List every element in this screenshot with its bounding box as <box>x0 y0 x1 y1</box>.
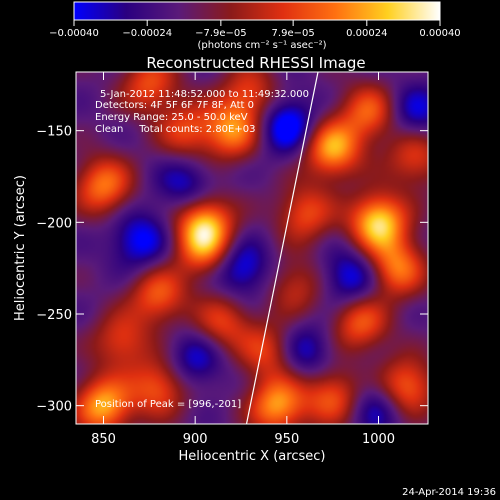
y-tick-label: −300 <box>36 400 72 415</box>
x-tick-label: 850 <box>91 432 116 447</box>
y-tick-label: −150 <box>36 125 72 140</box>
plot-area <box>75 71 429 425</box>
x-axis-tick-labels: 850 900 950 1000 <box>91 432 395 447</box>
colorbar-tick-label: −0.00040 <box>49 28 99 39</box>
colorbar-gradient <box>73 1 441 21</box>
y-axis-tick-labels: −150 −200 −250 −300 <box>36 125 72 415</box>
colorbar-ticks <box>73 20 441 26</box>
colorbar-unit-label: (photons cm⁻² s⁻¹ asec⁻²) <box>197 40 326 51</box>
annotation-time-range: 5-Jan-2012 11:48:52.000 to 11:49:32.000 <box>100 89 309 100</box>
colorbar-tick-label: 0.00024 <box>346 28 387 39</box>
y-axis-ticks <box>76 130 428 407</box>
x-axis-ticks <box>103 72 379 424</box>
colorbar: −0.00040 −0.00024 −7.9e−05 7.9e−05 0.00024 0.… <box>49 1 461 51</box>
colorbar-tick-labels: −0.00040 −0.00024 −7.9e−05 7.9e−05 0.00024 0.… <box>49 28 461 39</box>
annotation-detectors: Detectors: 4F 5F 6F 7F 8F, Att 0 <box>95 100 254 111</box>
x-axis-label: Heliocentric X (arcsec) <box>179 449 326 464</box>
footer-timestamp: 24-Apr-2014 19:36 <box>402 487 496 498</box>
annotation-clean-counts: Clean Total counts: 2.80E+03 <box>95 124 255 135</box>
colorbar-tick-label: 7.9e−05 <box>272 28 315 39</box>
y-tick-label: −250 <box>36 308 72 323</box>
y-tick-label: −200 <box>36 216 72 231</box>
solar-limb-line <box>245 71 319 425</box>
x-tick-label: 1000 <box>362 432 395 447</box>
y-axis-label: Heliocentric Y (arcsec) <box>13 175 28 321</box>
colorbar-tick-label: −0.00024 <box>122 28 172 39</box>
chart-title: Reconstructed RHESSI Image <box>146 54 365 72</box>
annotations: 5-Jan-2012 11:48:52.000 to 11:49:32.000 … <box>95 89 309 410</box>
plot-frame <box>75 71 429 425</box>
colorbar-tick-label: −7.9e−05 <box>195 28 247 39</box>
colorbar-tick-label: 0.00040 <box>419 28 460 39</box>
x-tick-label: 950 <box>274 432 299 447</box>
heatmap-image <box>76 72 428 424</box>
annotation-energy-range: Energy Range: 25.0 - 50.0 keV <box>95 112 248 123</box>
annotation-peak-position: Position of Peak = [996,-201] <box>95 399 241 410</box>
x-tick-label: 900 <box>183 432 208 447</box>
